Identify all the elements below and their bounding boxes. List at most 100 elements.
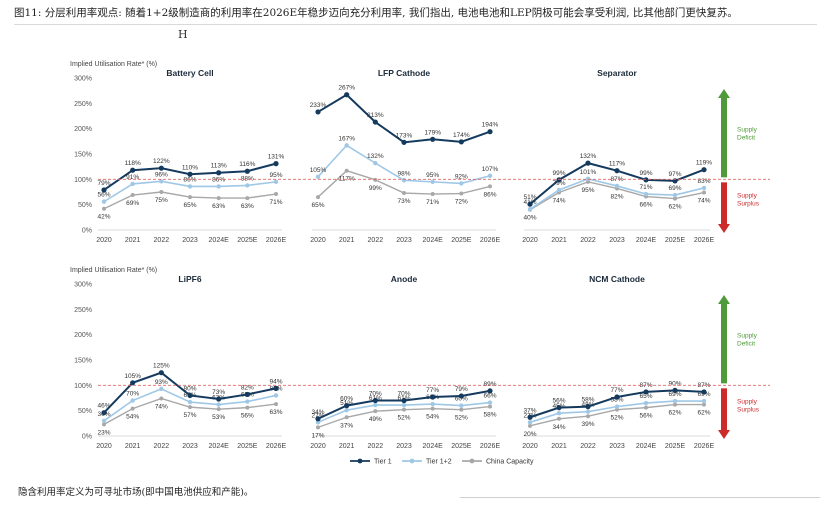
data-point-china	[488, 404, 492, 409]
data-label-china: 74%	[552, 198, 565, 205]
data-label-china: 75%	[155, 197, 168, 204]
data-point-china	[673, 402, 677, 407]
data-point-tier1	[458, 393, 464, 399]
data-point-china	[673, 196, 677, 201]
data-label-china: 34%	[552, 424, 565, 431]
data-point-tier12	[130, 181, 135, 187]
data-label-tier12: 88%	[241, 175, 254, 182]
data-point-tier12	[527, 420, 533, 425]
data-label-china: 23%	[97, 429, 110, 436]
x-tick-label: 2025E	[237, 443, 258, 450]
data-label-tier1: 132%	[580, 153, 597, 160]
panel-lfp-cathode: LFP Cathode 2020 2021 2022 2023 2024E 2025E 202…	[310, 68, 501, 244]
panel-ncm-cathode: NCM Cathode 2020 2021 2022 2023 2024E 2025E 202…	[522, 274, 714, 450]
data-point-tier12	[585, 409, 591, 414]
data-point-tier1	[458, 139, 464, 145]
x-tick-label: 2020	[96, 237, 112, 244]
x-tick-label: 2025E	[451, 237, 472, 244]
data-point-china	[430, 406, 435, 411]
panel-title: LFP Cathode	[378, 68, 431, 78]
panel-anode: Anode 2020 2021 2022 2023 2024E 2025E 2026E 17% 3…	[310, 274, 500, 450]
bottom-rule	[460, 497, 820, 498]
data-point-tier12	[344, 143, 349, 148]
data-label-china: 52%	[455, 415, 468, 422]
data-label-tier12: 96%	[155, 171, 168, 178]
data-label-china: 62%	[668, 204, 681, 211]
data-label-china: 62%	[697, 410, 710, 417]
supply-surplus-label: Surplus	[737, 200, 760, 207]
data-label-tier1: 90%	[668, 380, 681, 387]
data-point-china	[316, 425, 320, 430]
data-label-tier1: 37%	[523, 407, 536, 414]
data-label-tier1: 70%	[397, 391, 410, 398]
data-point-tier12	[101, 199, 107, 204]
header-mark: H	[178, 28, 188, 41]
data-point-tier1	[701, 167, 707, 173]
data-label-tier1: 117%	[609, 161, 625, 168]
y-tick-label: 0%	[82, 434, 92, 441]
up-arrow-icon	[718, 89, 730, 98]
data-label-china: 58%	[483, 412, 496, 419]
data-label-tier12: 69%	[668, 391, 681, 398]
data-label-tier12: 167%	[338, 135, 355, 142]
data-point-tier12	[216, 184, 221, 189]
data-point-tier12	[245, 183, 250, 188]
data-point-tier1	[430, 394, 436, 400]
x-tick-label: 2024E	[636, 443, 657, 450]
x-tick-label: 2026E	[266, 237, 287, 244]
y-tick-label: 50%	[78, 202, 92, 209]
legend-label: Tier 1+2	[426, 459, 452, 466]
data-point-tier1	[372, 397, 378, 404]
data-label-tier1: 58%	[581, 397, 594, 404]
supply-surplus-label: Surplus	[737, 406, 760, 413]
x-tick-label: 2022	[368, 443, 384, 450]
data-point-china	[316, 195, 320, 200]
deficit-arrow-shaft	[721, 303, 727, 384]
data-label-china: 20%	[523, 431, 536, 438]
data-point-tier1	[158, 165, 164, 171]
data-label-tier12: 98%	[397, 170, 410, 177]
data-label-china: 99%	[369, 185, 382, 192]
data-point-tier1	[344, 92, 350, 98]
data-point-china	[459, 407, 464, 412]
data-point-tier1	[101, 187, 107, 193]
data-point-china	[373, 409, 378, 414]
data-label-tier12: 93%	[155, 379, 168, 386]
x-tick-label: 2026E	[480, 237, 501, 244]
data-label-tier1: 34%	[311, 409, 324, 416]
supply-surplus-label: Supply	[737, 398, 758, 405]
data-point-tier12	[701, 185, 707, 191]
data-point-tier1	[273, 161, 279, 167]
data-point-tier12	[344, 407, 349, 413]
data-point-tier1	[527, 414, 533, 420]
x-tick-label: 2025E	[665, 237, 686, 244]
data-label-china: 54%	[426, 414, 439, 421]
data-label-tier1: 110%	[182, 164, 198, 171]
data-label-tier1: 60%	[340, 396, 353, 403]
data-label-tier12: 65%	[639, 393, 652, 400]
data-label-china: 66%	[639, 202, 652, 209]
data-label-china: 95%	[581, 187, 594, 194]
data-point-tier1	[216, 396, 222, 402]
data-label-china: 86%	[483, 191, 496, 198]
data-label-tier1: 87%	[639, 382, 652, 389]
data-point-china	[159, 396, 164, 401]
x-tick-label: 2025E	[665, 443, 686, 450]
legend-label: China Capacity	[486, 459, 534, 466]
y-tick-label: 200%	[74, 126, 92, 133]
top-rule	[14, 24, 817, 25]
data-point-tier12	[159, 179, 164, 184]
data-point-china	[188, 405, 192, 410]
data-label-tier12: 66%	[483, 393, 496, 400]
data-label-tier1: 80%	[183, 385, 196, 392]
data-point-tier12	[643, 191, 649, 197]
panel-separator: Separator 2020 2021 2022 2023 2024E 2025E 2026E…	[522, 68, 714, 244]
deficit-arrow-shaft	[721, 97, 727, 178]
data-label-china: 74%	[155, 404, 168, 411]
data-point-china	[130, 406, 135, 411]
data-label-tier12: 95%	[426, 172, 439, 179]
data-point-china	[245, 405, 250, 410]
x-tick-label: 2021	[551, 237, 567, 244]
data-point-china	[274, 402, 278, 407]
